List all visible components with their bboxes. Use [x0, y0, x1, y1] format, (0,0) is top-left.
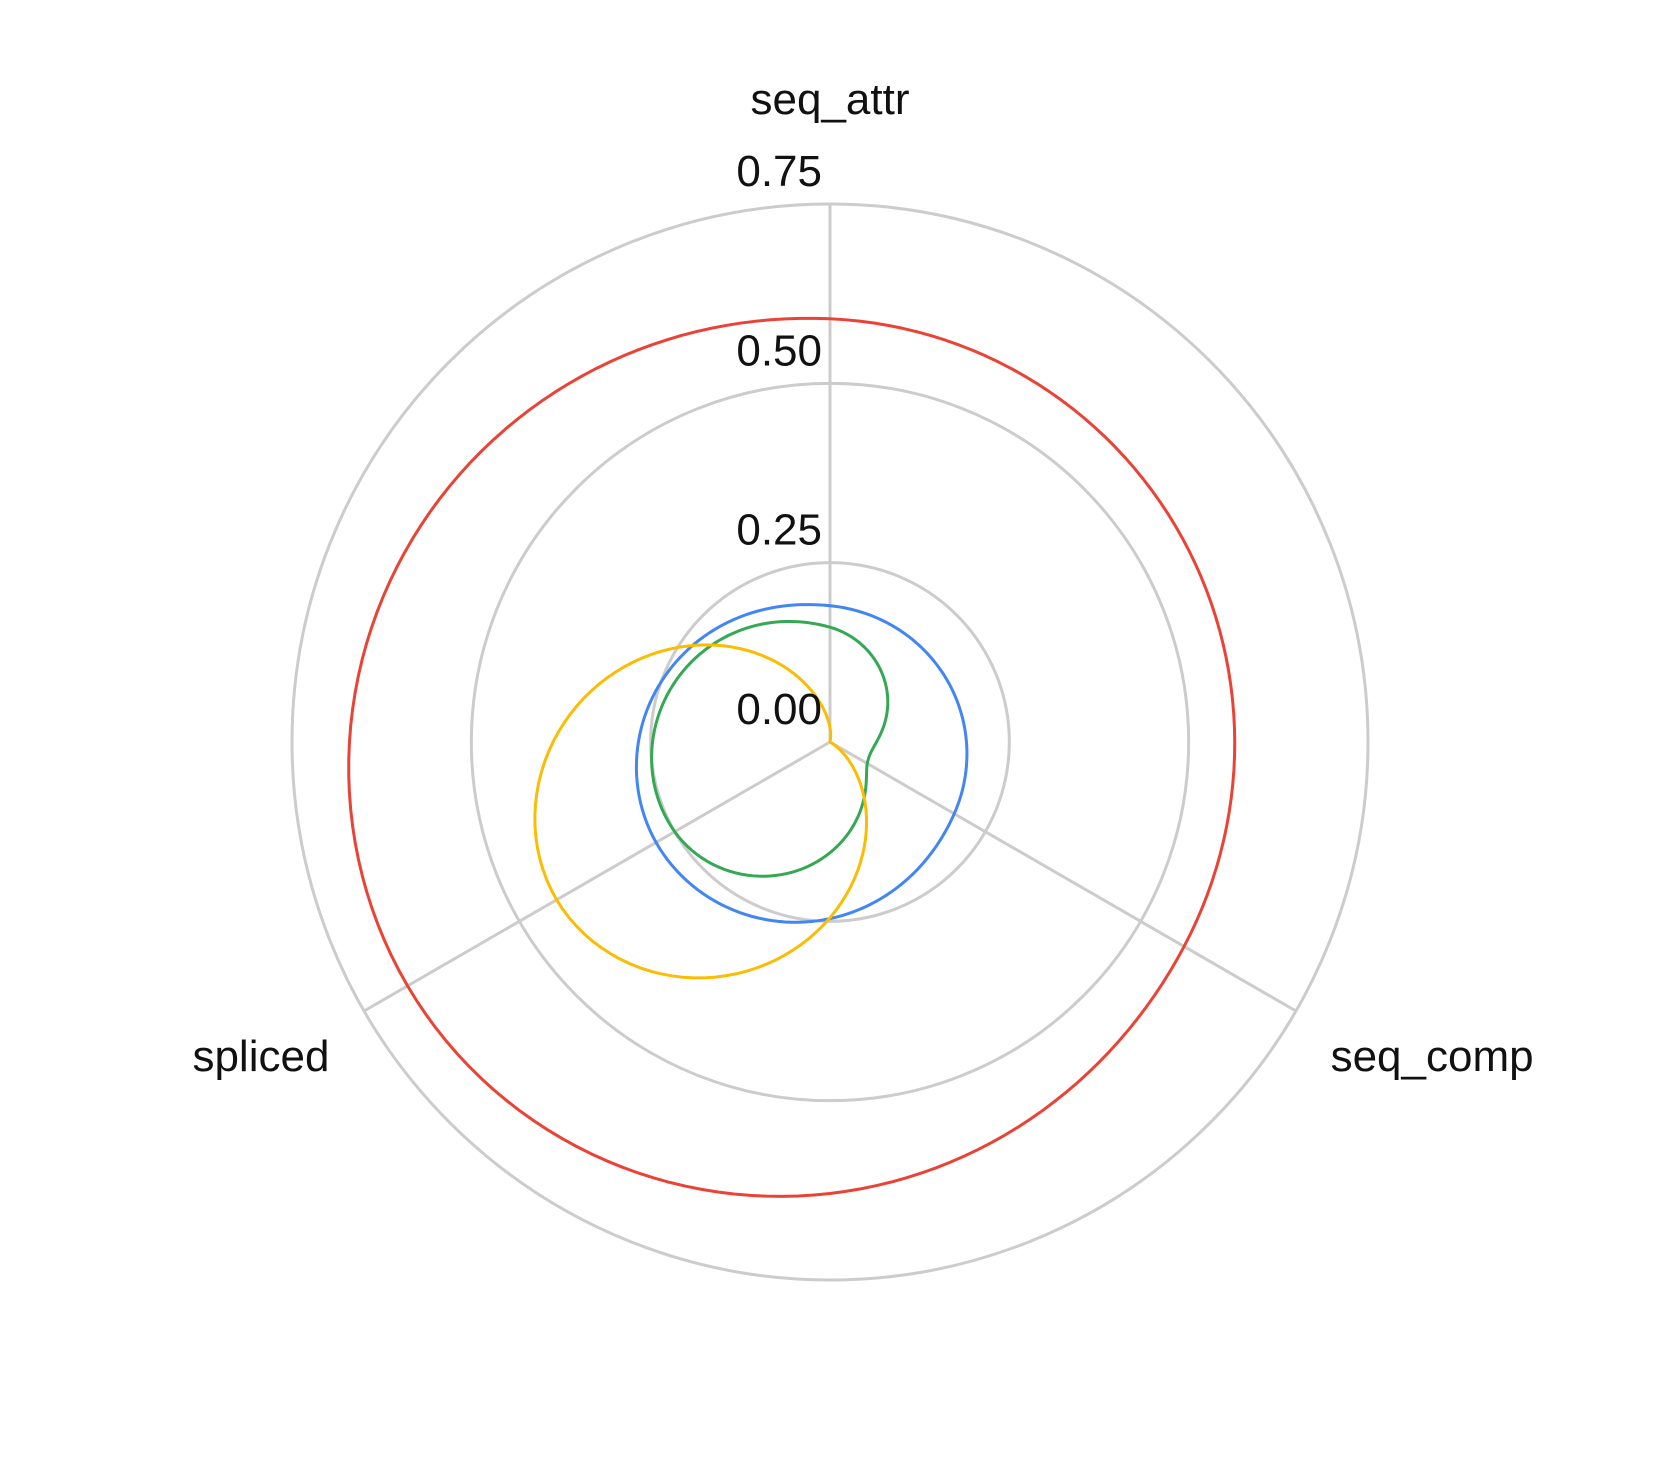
spoke-seq_comp: [829, 740, 1297, 1013]
series-line-0: [347, 316, 1237, 1198]
series-line-1: [634, 603, 969, 924]
axis-label-spliced: spliced: [192, 1032, 329, 1081]
spoke-spliced: [363, 740, 831, 1013]
radial-tick-label: 0.50: [736, 326, 822, 375]
radial-tick-label: 0.25: [736, 506, 822, 555]
axis-label-seq_comp: seq_comp: [1331, 1032, 1534, 1081]
series-layer: [347, 316, 1237, 1198]
grid-layer: [290, 202, 1370, 1282]
radial-tick-label: 0.75: [736, 147, 822, 196]
series-line-3: [533, 643, 869, 980]
label-layer: 0.00 0.25 0.50 0.75 seq_attr seq_comp spliced: [192, 75, 1533, 1081]
radial-tick-label: 0.00: [736, 685, 822, 734]
axis-label-seq_attr: seq_attr: [751, 75, 910, 124]
series-line-2: [650, 619, 890, 878]
